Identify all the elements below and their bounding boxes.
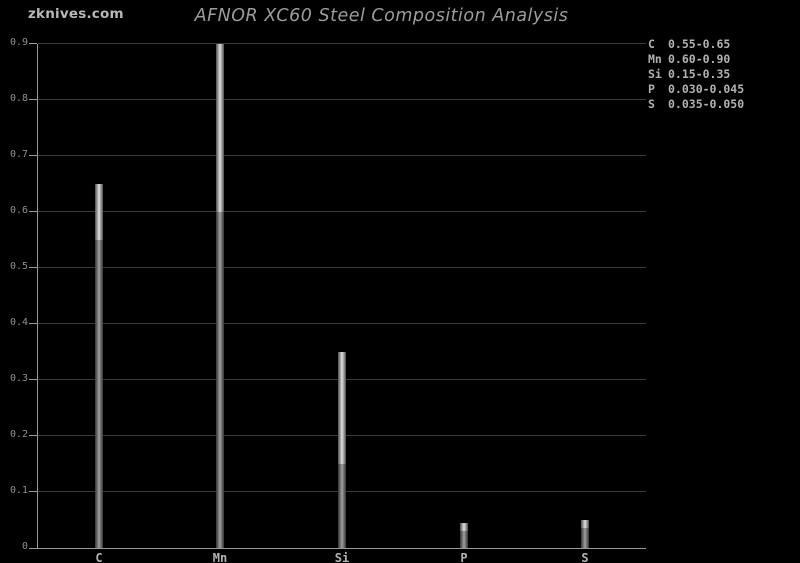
- legend-symbol-P: P: [648, 82, 655, 96]
- bar-C: [95, 184, 103, 548]
- gridline-0.7: [38, 155, 646, 156]
- y-tick-0.4: [29, 323, 37, 324]
- legend-entry-S: S 0.035-0.050: [648, 97, 744, 112]
- legend: C 0.55-0.65 Mn 0.60-0.90 Si 0.15-0.35 P 0.030-0…: [648, 37, 744, 112]
- x-category-label-P: P: [460, 551, 468, 563]
- legend-entry-Mn: Mn 0.60-0.90: [648, 52, 744, 67]
- bar-S-range-segment: [581, 520, 589, 528]
- legend-symbol-S: S: [648, 97, 655, 111]
- legend-entry-P: P 0.030-0.045: [648, 82, 744, 97]
- bar-Mn: [216, 44, 224, 548]
- y-tick-0.6: [29, 211, 37, 212]
- gridline-0.8: [38, 99, 646, 100]
- y-tick-0.5: [29, 267, 37, 268]
- y-tick-label-0.6: 0.6: [9, 205, 28, 216]
- y-tick-0.3: [29, 379, 37, 380]
- y-tick-label-0: 0: [21, 541, 28, 552]
- y-tick-label-0.2: 0.2: [9, 429, 28, 440]
- legend-symbol-Si: Si: [648, 67, 662, 81]
- bar-S-base-segment: [581, 528, 589, 548]
- legend-range-Si: 0.15-0.35: [668, 67, 731, 81]
- legend-range-C: 0.55-0.65: [668, 37, 731, 51]
- y-tick-label-0.8: 0.8: [9, 93, 28, 104]
- bar-Si: [338, 352, 346, 548]
- watermark-zknives: zknives.com: [28, 6, 124, 22]
- y-tick-0.1: [29, 491, 37, 492]
- y-tick-label-0.9: 0.9: [9, 37, 28, 48]
- y-tick-label-0.3: 0.3: [9, 373, 28, 384]
- plot-area: 0 0.1 0.2 0.3 0.4 0.5 0.6 0.7 0.8 0.9 C Mn Si P S: [10, 37, 646, 563]
- legend-entry-C: C 0.55-0.65: [648, 37, 744, 52]
- y-tick-0.8: [29, 99, 37, 100]
- bar-P: [460, 523, 468, 548]
- legend-symbol-Mn: Mn: [648, 52, 662, 66]
- legend-entry-Si: Si 0.15-0.35: [648, 67, 744, 82]
- x-category-label-Mn: Mn: [212, 551, 228, 563]
- y-tick-label-0.4: 0.4: [9, 317, 28, 328]
- bar-P-range-segment: [460, 523, 468, 531]
- gridline-0.6: [38, 211, 646, 212]
- x-category-label-S: S: [581, 551, 589, 563]
- bar-P-base-segment: [460, 531, 468, 548]
- y-tick-label-0.5: 0.5: [9, 261, 28, 272]
- legend-symbol-C: C: [648, 37, 655, 51]
- legend-range-Mn: 0.60-0.90: [668, 52, 731, 66]
- x-category-label-Si: Si: [334, 551, 350, 563]
- gridline-0.5: [38, 267, 646, 268]
- bar-Mn-base-segment: [216, 212, 224, 548]
- bar-C-range-segment: [95, 184, 103, 240]
- x-category-label-C: C: [95, 551, 103, 563]
- chart-title: AFNOR XC60 Steel Composition Analysis: [194, 6, 569, 26]
- y-tick-0.2: [29, 435, 37, 436]
- y-tick-0.7: [29, 155, 37, 156]
- bar-Mn-range-segment: [216, 44, 224, 212]
- bar-Si-base-segment: [338, 464, 346, 548]
- bar-Si-range-segment: [338, 352, 346, 464]
- gridline-0.9: [38, 43, 646, 44]
- y-tick-label-0.1: 0.1: [9, 485, 28, 496]
- y-tick-label-0.7: 0.7: [9, 149, 28, 160]
- legend-range-S: 0.035-0.050: [668, 97, 745, 111]
- bar-C-base-segment: [95, 240, 103, 548]
- y-tick-0: [29, 548, 37, 549]
- bar-S: [581, 520, 589, 548]
- legend-range-P: 0.030-0.045: [668, 82, 745, 96]
- y-tick-0.9: [29, 43, 37, 44]
- gridline-0.4: [38, 323, 646, 324]
